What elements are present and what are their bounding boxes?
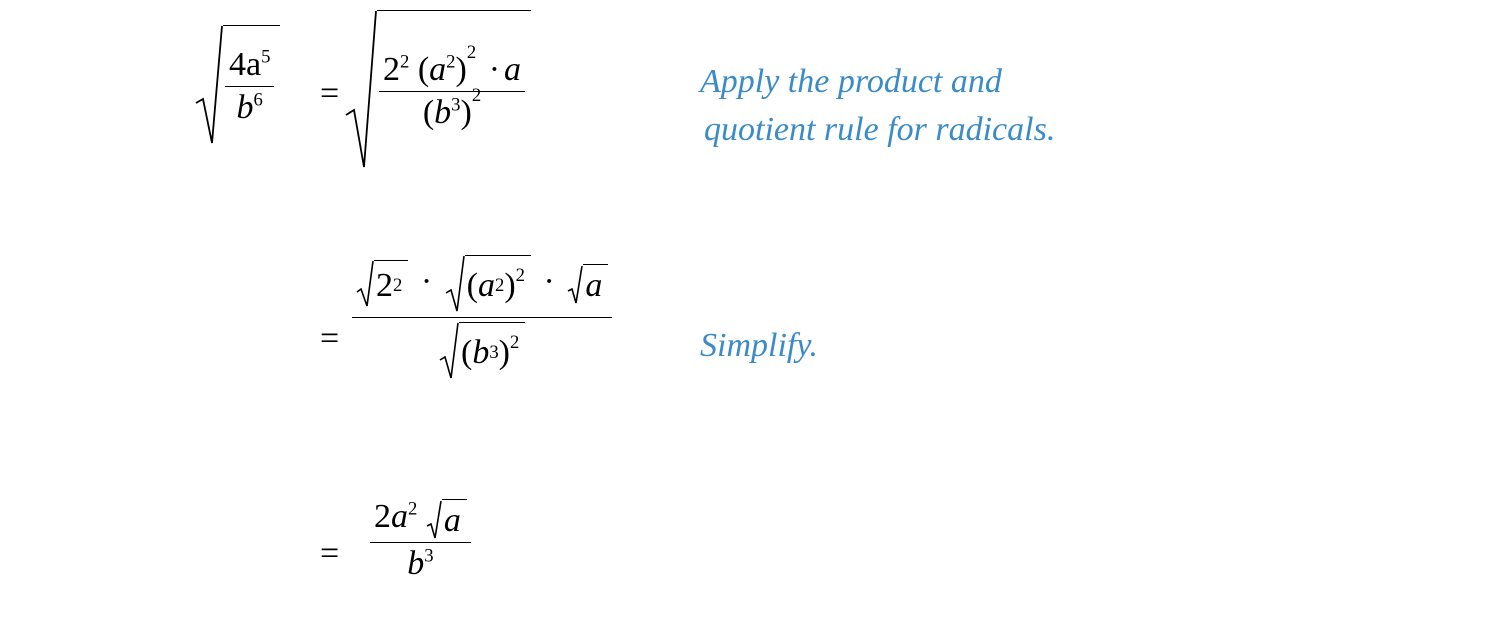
math-derivation: 4a5 b6 = 22 (a2)2 ·a — [0, 0, 1500, 638]
sqrt-rhs-1: 22 (a2)2 ·a (b3)2 — [345, 10, 531, 170]
r1-num-outer-sup: 2 — [467, 42, 476, 63]
cdot-1: · — [485, 51, 504, 88]
radical-icon — [445, 255, 465, 313]
step-2-equals: = — [312, 320, 347, 358]
equals-sign-2: = — [312, 320, 347, 358]
r2-t2: a — [478, 267, 495, 305]
frac-2: 22 · (a2)2 · a — [352, 255, 612, 380]
frac-3: 2a2 a b3 — [370, 498, 471, 583]
num-sup: 5 — [261, 47, 270, 68]
den-var: b — [237, 89, 254, 126]
ann-1-line-1: Apply the product and — [700, 58, 1055, 106]
cdot-2a: · — [417, 263, 436, 300]
r1-num-tail: a — [504, 51, 521, 88]
equals-sign-3: = — [312, 535, 347, 573]
sqrt-t2: (a2)2 — [445, 255, 531, 313]
radical-icon — [345, 10, 377, 170]
r3-sqrt: a — [444, 502, 461, 540]
sqrt-t1: 22 — [356, 260, 408, 308]
num-coef: 4a — [229, 46, 261, 83]
radical-icon — [195, 25, 223, 145]
radical-icon — [356, 260, 374, 308]
r3-den-sup: 3 — [424, 545, 433, 566]
cdot-2b: · — [540, 263, 559, 300]
r2-t1-sup: 2 — [393, 275, 402, 297]
equals-sign: = — [312, 75, 347, 113]
sqrt-t3: a — [567, 264, 608, 305]
ann-1-line-2: quotient rule for radicals. — [700, 106, 1055, 154]
annotation-text-2: Simplify. — [700, 322, 818, 370]
radical-icon — [567, 265, 583, 305]
r3-var: a — [391, 498, 408, 535]
step-3-equals: = — [312, 535, 347, 573]
step-2-rhs: 22 · (a2)2 · a — [352, 255, 612, 380]
r1-den-outer-sup: 2 — [472, 85, 481, 106]
lhs: 4a5 b6 — [195, 25, 280, 145]
step-1-annotation: Apply the product and quotient rule for … — [700, 58, 1055, 153]
r2-t3: a — [585, 267, 602, 305]
r2-t2-sup: 2 — [495, 275, 504, 297]
annotation-text-1: Apply the product and quotient rule for … — [700, 58, 1055, 153]
radical-icon — [426, 500, 442, 540]
step-1-rhs: 22 (a2)2 ·a (b3)2 — [345, 10, 531, 170]
sqrt-den-2: (b3)2 — [439, 322, 525, 380]
step-1: 4a5 b6 — [195, 25, 280, 145]
r1-num-a: a — [429, 51, 446, 88]
r2-den-b-sup: 3 — [489, 342, 498, 364]
r1-num-a-sup: 2 — [446, 52, 455, 73]
r3-den-var: b — [407, 545, 424, 582]
r1-den-b: b — [434, 94, 451, 131]
step-1-equals: = — [312, 75, 347, 113]
radical-icon — [439, 322, 459, 380]
ann-2-line-1: Simplify. — [700, 322, 818, 370]
r3-coef: 2 — [374, 498, 391, 535]
r2-t1: 2 — [376, 267, 393, 305]
r1-num-2-sup: 2 — [400, 52, 409, 73]
r1-num-2: 2 — [383, 51, 400, 88]
step-2-annotation: Simplify. — [700, 322, 818, 370]
r2-den-b: b — [472, 334, 489, 372]
sqrt-r3: a — [426, 499, 467, 540]
sqrt-lhs: 4a5 b6 — [195, 25, 280, 145]
r1-den-b-sup: 3 — [451, 95, 460, 116]
den-sup: 6 — [254, 90, 263, 111]
step-3-rhs: 2a2 a b3 — [370, 498, 471, 583]
r2-den-osup: 2 — [510, 332, 519, 354]
r3-var-sup: 2 — [408, 499, 417, 520]
r2-t2-osup: 2 — [516, 265, 525, 287]
